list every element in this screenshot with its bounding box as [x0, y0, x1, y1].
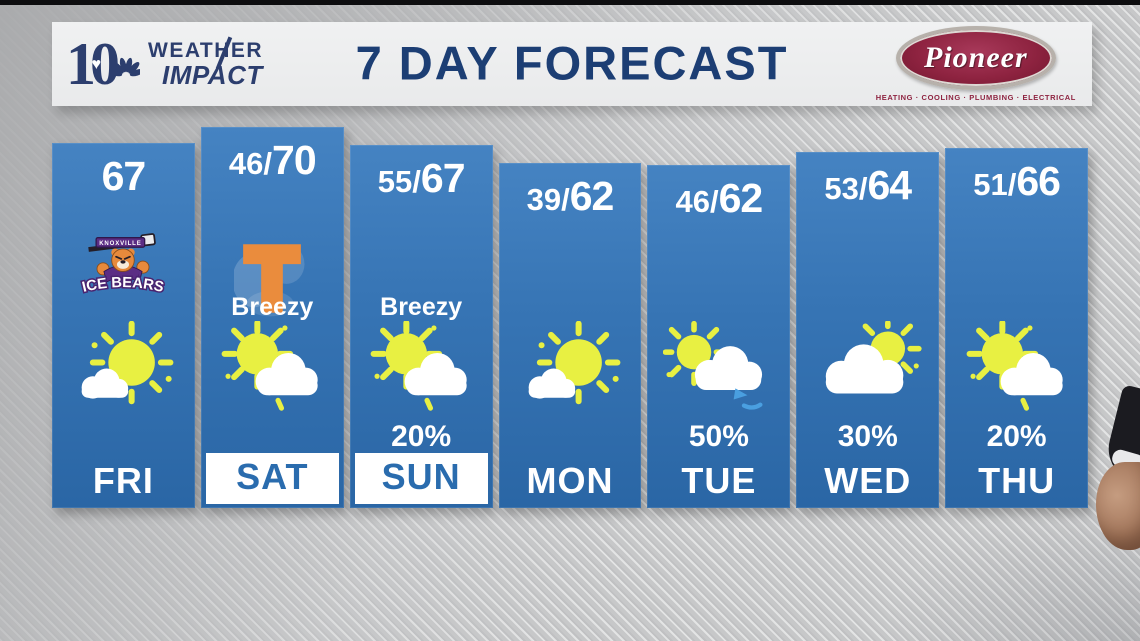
temperature: 55/ 67 — [350, 145, 493, 202]
day-label: WED — [824, 460, 912, 501]
temperature: 39/ 62 — [499, 163, 642, 220]
brand-impact: IMPACT — [162, 60, 263, 90]
high-temp: 66 — [1016, 158, 1061, 204]
svg-text:KNOXVILLE: KNOXVILLE — [100, 241, 142, 247]
ice-bears-logo: KNOXVILLE ICE BEARS — [52, 233, 195, 303]
low-temp: 46/ — [228, 146, 273, 181]
low-temp: 46/ — [675, 184, 719, 219]
temperature: 46/ 70 — [201, 127, 344, 184]
sponsor-tagline: HEATING · COOLING · PLUMBING · ELECTRICA… — [875, 93, 1076, 102]
low-temp: 53/ — [824, 171, 868, 206]
sponsor-oval: Pioneer — [895, 26, 1056, 90]
forecast-day-fri: 67 KNOXVILLE ICE BEARS FRI — [52, 143, 195, 508]
forecast-day-tue: 46/ 62 50% TUE — [647, 165, 791, 508]
high-temp: 62 — [718, 175, 764, 221]
partly-cloudy-icon — [350, 321, 493, 416]
top-letterbox-bar — [0, 0, 1140, 5]
presenter-hand — [1096, 462, 1140, 550]
forecast-day-thu: 51/ 66 20% THU — [945, 148, 1089, 508]
forecast-columns: 67 KNOXVILLE ICE BEARS FRI — [52, 127, 1089, 508]
day-label: FRI — [92, 460, 154, 501]
day-label: SAT — [205, 453, 339, 504]
weather-impact-wordmark: WEATHER IMPACT — [148, 36, 264, 90]
precip-chance: 20% — [986, 420, 1047, 453]
high-temp: 62 — [569, 173, 615, 219]
forecast-day-sat: 46/ 70 Breezy SAT — [200, 127, 344, 508]
high-temp: 64 — [867, 162, 912, 208]
forecast-day-wed: 53/ 64 30% WED — [796, 152, 940, 508]
mostly-sunny-icon — [52, 321, 195, 416]
forecast-day-mon: 39/ 62 MON — [498, 163, 642, 508]
header: 10 ♥ WEATHER IMPACT — [52, 22, 1092, 106]
brand-weather: WEATHER — [148, 39, 264, 62]
sun-cloud-showers-icon — [647, 321, 790, 416]
station-logo: 10 ♥ WEATHER IMPACT — [66, 34, 264, 94]
day-label: THU — [978, 460, 1056, 501]
high-temp: 70 — [272, 137, 317, 183]
mostly-cloudy-icon — [796, 321, 939, 416]
channel-number-text: 10 — [66, 31, 120, 97]
high-temp: 67 — [420, 155, 466, 201]
sponsor-logo: Pioneer HEATING · COOLING · PLUMBING · E… — [876, 26, 1076, 102]
high-temp: 67 — [101, 153, 147, 199]
day-label: MON — [526, 460, 614, 501]
low-temp: 51/ — [973, 167, 1017, 202]
tennessee-power-t-logo — [201, 237, 344, 320]
day-label: SUN — [354, 453, 488, 504]
svg-text:ICE BEARS: ICE BEARS — [81, 275, 166, 296]
mostly-sunny-icon — [499, 321, 642, 416]
precip-chance: 30% — [837, 420, 898, 453]
condition-note: Breezy — [231, 293, 314, 321]
channel-number: 10 ♥ — [66, 34, 120, 94]
day-label: TUE — [681, 460, 757, 501]
partly-cloudy-icon — [201, 321, 344, 416]
temperature: 46/ 62 — [647, 165, 790, 222]
temperature: 51/ 66 — [945, 148, 1088, 205]
precip-chance: 50% — [688, 420, 749, 453]
temperature: 67 — [52, 143, 195, 200]
low-temp: 39/ — [526, 182, 570, 217]
page-title: 7 DAY FORECAST — [355, 36, 789, 90]
low-temp: 55/ — [377, 164, 421, 199]
temperature: 53/ 64 — [796, 152, 939, 209]
nbc-peacock-icon — [107, 56, 145, 85]
partly-cloudy-icon — [945, 321, 1088, 416]
condition-note: Breezy — [380, 293, 463, 321]
forecast-day-sun: 55/ 67 Breezy 20% SUN — [349, 145, 493, 508]
heart-icon: ♥ — [91, 56, 102, 73]
precip-chance: 20% — [391, 420, 452, 453]
sponsor-name: Pioneer — [924, 41, 1028, 74]
